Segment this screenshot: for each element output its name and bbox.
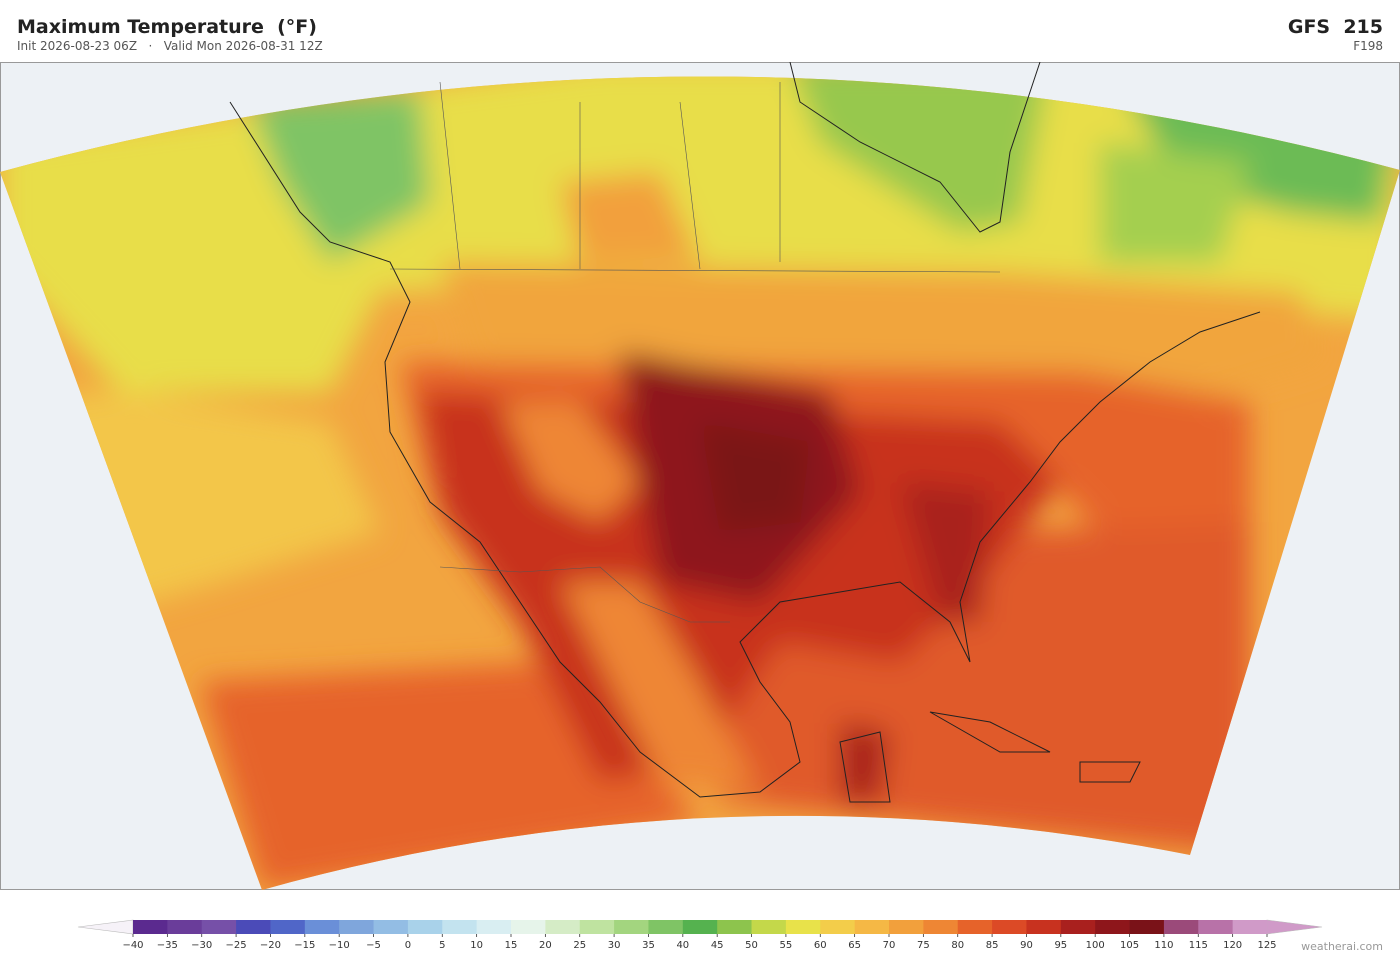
colorbar-bin xyxy=(236,920,271,934)
map xyxy=(0,62,1400,890)
colorbar-bin xyxy=(957,920,993,934)
model: GFS 215 xyxy=(1287,16,1383,38)
borders xyxy=(389,81,1001,623)
colorbar-bin xyxy=(717,920,752,934)
subtitle: Init 2026-08-23 06Z · Valid Mon 2026-08-… xyxy=(17,39,323,53)
colorbar-tick-label: 125 xyxy=(1257,940,1276,951)
colorbar-bin xyxy=(682,920,718,934)
colorbar-bin xyxy=(854,920,890,934)
colorbar-bin xyxy=(614,920,649,934)
colorbar-bin xyxy=(992,920,1027,934)
colorbar-tick-label: 55 xyxy=(780,940,793,951)
colorbar-tick-label: 60 xyxy=(814,940,827,951)
colorbar-bin xyxy=(167,920,203,934)
colorbar-tick-label: 110 xyxy=(1154,940,1173,951)
colorbar-tick-label: 120 xyxy=(1223,940,1242,951)
colorbar-bin xyxy=(339,920,374,934)
colorbar-bin xyxy=(442,920,478,934)
colorbar-tick-label: 50 xyxy=(745,940,758,951)
colorbar-bin xyxy=(820,920,856,934)
colorbar: −40 −35 −30 −25 −20 −15 −10 −5 0 5 10 15 20 25 30 35 40 4… xyxy=(77,919,1383,953)
colorbar-bin xyxy=(304,920,340,934)
colorbar-tick-label: 45 xyxy=(711,940,724,951)
title: Maximum Temperature (°F) xyxy=(17,16,317,38)
colorbar-tick-label: 35 xyxy=(642,940,655,951)
colorbar-bin xyxy=(1095,920,1130,934)
colorbar-bin xyxy=(545,920,581,934)
colorbar-bin xyxy=(133,920,168,934)
colorbar-tick-label: −30 xyxy=(191,940,212,951)
colorbar-bin xyxy=(751,920,787,934)
colorbar-bin xyxy=(201,920,237,934)
colorbar-tick-label: 70 xyxy=(883,940,896,951)
colorbar-bin xyxy=(1232,920,1268,934)
colorbar-bin xyxy=(1163,920,1199,934)
colorbar-tick-label: 25 xyxy=(573,940,586,951)
colorbar-tick-label: 5 xyxy=(439,940,445,951)
colorbar-bin xyxy=(407,920,443,934)
colorbar-tick-label: 15 xyxy=(505,940,518,951)
colorbar-tick-label: 65 xyxy=(848,940,861,951)
colorbar-tick-label: 90 xyxy=(1020,940,1033,951)
colorbar-tick-label: 85 xyxy=(986,940,999,951)
temperature-field xyxy=(0,76,1400,890)
colorbar-bin xyxy=(785,920,821,934)
colorbar-tick-label: −40 xyxy=(122,940,143,951)
colorbar-tick-label: −35 xyxy=(157,940,178,951)
colorbar-tick-label: 105 xyxy=(1120,940,1139,951)
colorbar-tick-label: 20 xyxy=(539,940,552,951)
colorbar-bin xyxy=(1129,920,1165,934)
colorbar-bin xyxy=(476,920,512,934)
colorbar-bin xyxy=(270,920,306,934)
forecast-hour: F198 xyxy=(1353,39,1383,53)
colorbar-tick-label: 100 xyxy=(1086,940,1105,951)
colorbar-tick-label: −15 xyxy=(294,940,315,951)
colorbar-tick-label: −25 xyxy=(226,940,247,951)
colorbar-under xyxy=(77,919,134,935)
colorbar-bin xyxy=(648,920,684,934)
colorbar-tick-label: 30 xyxy=(608,940,621,951)
colorbar-bin xyxy=(1198,920,1234,934)
colorbar-tick-label: 0 xyxy=(405,940,411,951)
colorbar-over xyxy=(1266,919,1323,935)
colorbar-tick-label: 10 xyxy=(470,940,483,951)
colorbar-tick-label: 75 xyxy=(917,940,930,951)
coastlines xyxy=(229,62,1261,803)
colorbar-tick-label: 115 xyxy=(1189,940,1208,951)
colorbar-tick-label: 95 xyxy=(1054,940,1067,951)
colorbar-tick-label: −20 xyxy=(260,940,281,951)
colorbar-bin xyxy=(373,920,409,934)
colorbar-bin xyxy=(511,920,546,934)
colorbar-bin xyxy=(579,920,615,934)
colorbar-tick-label: 40 xyxy=(676,940,689,951)
colorbar-tick-label: −10 xyxy=(329,940,350,951)
init: Init 2026-08-23 06Z xyxy=(17,39,138,53)
colorbar-tick-label: −5 xyxy=(366,940,381,951)
watermark: weatherai.com xyxy=(1301,940,1383,953)
colorbar-tick-label: 80 xyxy=(951,940,964,951)
colorbar-bin xyxy=(1026,920,1062,934)
colorbar-bin xyxy=(889,920,924,934)
colorbar-bin xyxy=(1060,920,1096,934)
separator: · xyxy=(148,39,153,53)
valid: Valid Mon 2026-08-31 12Z xyxy=(163,39,323,53)
colorbar-bin xyxy=(923,920,959,934)
